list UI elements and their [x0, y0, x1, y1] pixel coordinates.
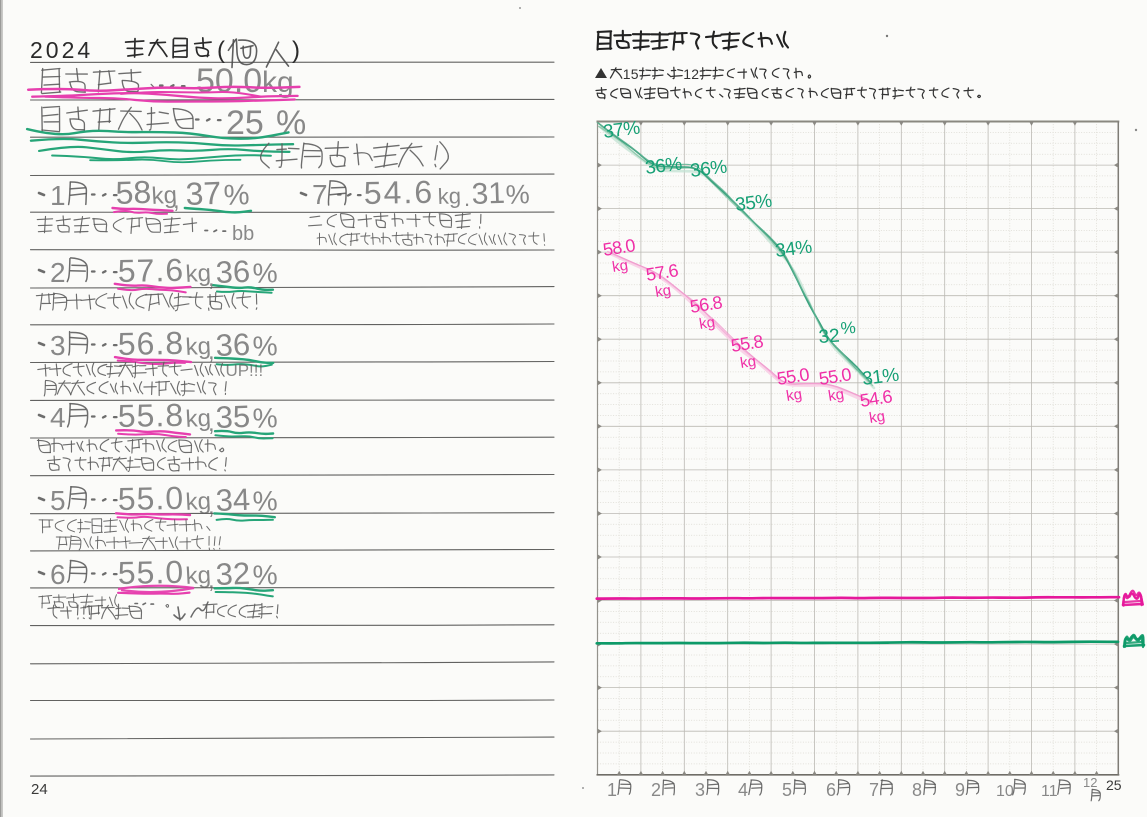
svg-text:,: , [173, 187, 180, 214]
svg-text:1: 1 [607, 780, 617, 800]
svg-text:10: 10 [996, 783, 1014, 800]
svg-text:55.8: 55.8 [117, 397, 184, 434]
svg-text:kg: kg [698, 314, 716, 333]
svg-text:5: 5 [50, 485, 66, 516]
svg-text:5: 5 [782, 780, 792, 800]
svg-text:(: ( [217, 37, 225, 64]
svg-text:7: 7 [869, 780, 879, 800]
svg-text:kg: kg [185, 260, 212, 288]
svg-text:kg: kg [654, 282, 672, 301]
svg-text:31: 31 [471, 177, 506, 211]
svg-text:%: % [276, 104, 306, 142]
svg-text:,: , [208, 265, 215, 292]
svg-text:11: 11 [1041, 783, 1058, 800]
svg-text:24: 24 [31, 781, 48, 798]
svg-text:1: 1 [683, 66, 691, 82]
svg-text:kg: kg [827, 386, 845, 405]
svg-text:2: 2 [50, 257, 66, 288]
svg-text:kg: kg [185, 405, 212, 433]
svg-text:): ) [292, 37, 300, 64]
svg-text:37: 37 [185, 175, 222, 212]
svg-text:34%: 34% [774, 237, 813, 262]
svg-text:35%: 35% [734, 191, 773, 216]
svg-text:kg: kg [437, 183, 461, 209]
svg-text:36%: 36% [689, 157, 728, 182]
svg-text:36: 36 [215, 254, 251, 290]
svg-text:4: 4 [738, 780, 748, 800]
svg-text:4: 4 [50, 402, 66, 433]
svg-text:kg: kg [185, 562, 212, 590]
svg-text:25: 25 [1106, 777, 1122, 793]
svg-text:31%: 31% [861, 365, 900, 390]
svg-text:2: 2 [691, 66, 699, 82]
svg-text:3: 3 [695, 780, 705, 800]
svg-text:%: % [252, 257, 278, 289]
svg-text:kg: kg [185, 333, 212, 361]
svg-text:,: , [208, 338, 215, 365]
svg-text:32: 32 [215, 556, 251, 592]
svg-text:kg: kg [151, 182, 178, 210]
svg-text:36%: 36% [644, 154, 683, 179]
svg-text:5: 5 [631, 66, 639, 82]
svg-text:kg: kg [262, 66, 294, 99]
svg-text:35: 35 [215, 399, 251, 435]
svg-text:.: . [464, 186, 470, 211]
svg-text:UP!!!: UP!!! [225, 361, 263, 380]
svg-text:%: % [252, 559, 278, 591]
svg-text:32: 32 [818, 326, 841, 348]
svg-text:12: 12 [1083, 775, 1097, 790]
svg-text:%: % [252, 485, 278, 517]
svg-text:25: 25 [226, 104, 264, 142]
svg-text:%: % [252, 402, 278, 434]
svg-text:6: 6 [826, 780, 836, 800]
svg-text:kg: kg [785, 386, 803, 405]
svg-text:2: 2 [651, 780, 661, 800]
svg-text:,: , [208, 410, 215, 437]
svg-text:9: 9 [955, 780, 965, 800]
svg-text:,: , [208, 493, 215, 520]
svg-text:%: % [223, 179, 250, 212]
svg-text:bb: bb [232, 223, 254, 245]
svg-text:kg: kg [611, 257, 629, 276]
svg-text:34: 34 [215, 482, 251, 518]
svg-text:8: 8 [912, 780, 922, 800]
svg-text:%: % [252, 330, 278, 362]
svg-text:6: 6 [50, 559, 66, 590]
svg-text:1: 1 [50, 180, 66, 211]
svg-text:2024: 2024 [30, 37, 93, 63]
svg-text:1: 1 [623, 66, 631, 82]
svg-text:kg: kg [868, 408, 886, 427]
svg-text:55.0: 55.0 [117, 480, 184, 517]
svg-text:3: 3 [50, 330, 66, 361]
svg-text:50.0: 50.0 [196, 62, 262, 100]
svg-text:56.8: 56.8 [117, 325, 184, 362]
svg-text:,: , [208, 567, 215, 594]
svg-text:54.6: 54.6 [363, 174, 434, 211]
svg-text:%: % [840, 318, 856, 338]
svg-text:%: % [505, 179, 530, 210]
svg-text:7: 7 [312, 179, 328, 210]
svg-text:kg: kg [739, 353, 757, 372]
svg-text:37%: 37% [602, 118, 641, 143]
svg-text:57.6: 57.6 [117, 252, 184, 289]
svg-text:58: 58 [115, 174, 152, 211]
svg-text:kg: kg [185, 488, 212, 516]
